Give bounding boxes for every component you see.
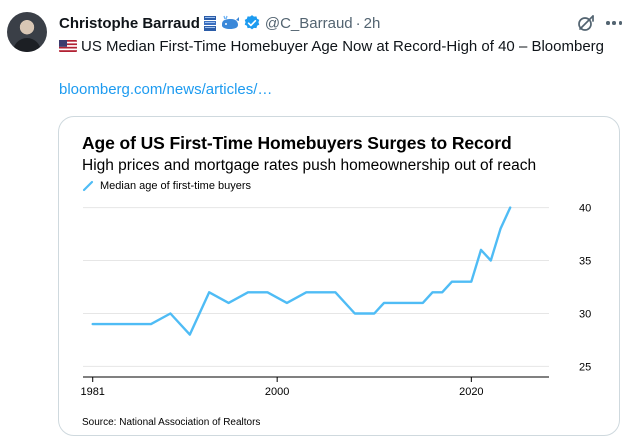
chart-legend: Median age of first-time buyers xyxy=(82,180,251,192)
tweet-text: US Median First-Time Homebuyer Age Now a… xyxy=(59,37,619,57)
y-tick-label-35: 35 xyxy=(579,256,591,268)
chart-image-card[interactable]: Age of US First-Time Homebuyers Surges t… xyxy=(58,116,620,436)
whale-icon xyxy=(220,15,240,31)
y-tick-label-30: 30 xyxy=(579,308,591,320)
article-link[interactable]: bloomberg.com/news/articles/… xyxy=(59,81,273,98)
chart-subtitle: High prices and mortgage rates push home… xyxy=(82,157,537,174)
more-options-icon[interactable] xyxy=(606,21,622,25)
avatar-figure xyxy=(13,38,41,52)
y-tick-label-40: 40 xyxy=(579,203,591,215)
x-tick-label-2000: 2000 xyxy=(265,386,289,398)
author-handle[interactable]: @C_Barraud xyxy=(264,14,353,32)
chart-title: Age of US First-Time Homebuyers Surges t… xyxy=(82,133,512,153)
stacked-books-icon xyxy=(203,15,217,32)
legend-label: Median age of first-time buyers xyxy=(100,180,252,192)
separator-dot: · xyxy=(355,14,361,32)
line-chart: 25 30 35 40 1981 2000 2020 xyxy=(80,203,591,398)
grok-icon[interactable] xyxy=(577,14,595,32)
x-tick-label-1981: 1981 xyxy=(80,386,104,398)
legend-swatch xyxy=(82,180,94,192)
y-tick-label-25: 25 xyxy=(579,361,591,373)
us-flag-icon xyxy=(59,40,77,52)
avatar[interactable] xyxy=(7,12,47,52)
x-tick-label-2020: 2020 xyxy=(459,386,483,398)
author-name[interactable]: Christophe Barraud xyxy=(59,14,200,32)
chart-source: Source: National Association of Realtors xyxy=(82,417,261,428)
tweet-header: Christophe Barraud @C_Barraud · 2h xyxy=(59,13,380,33)
tweet-timestamp[interactable]: 2h xyxy=(363,14,381,32)
series-line-0 xyxy=(91,206,512,336)
verified-badge-icon[interactable] xyxy=(243,14,261,32)
tweet-body: US Median First-Time Homebuyer Age Now a… xyxy=(81,38,604,55)
